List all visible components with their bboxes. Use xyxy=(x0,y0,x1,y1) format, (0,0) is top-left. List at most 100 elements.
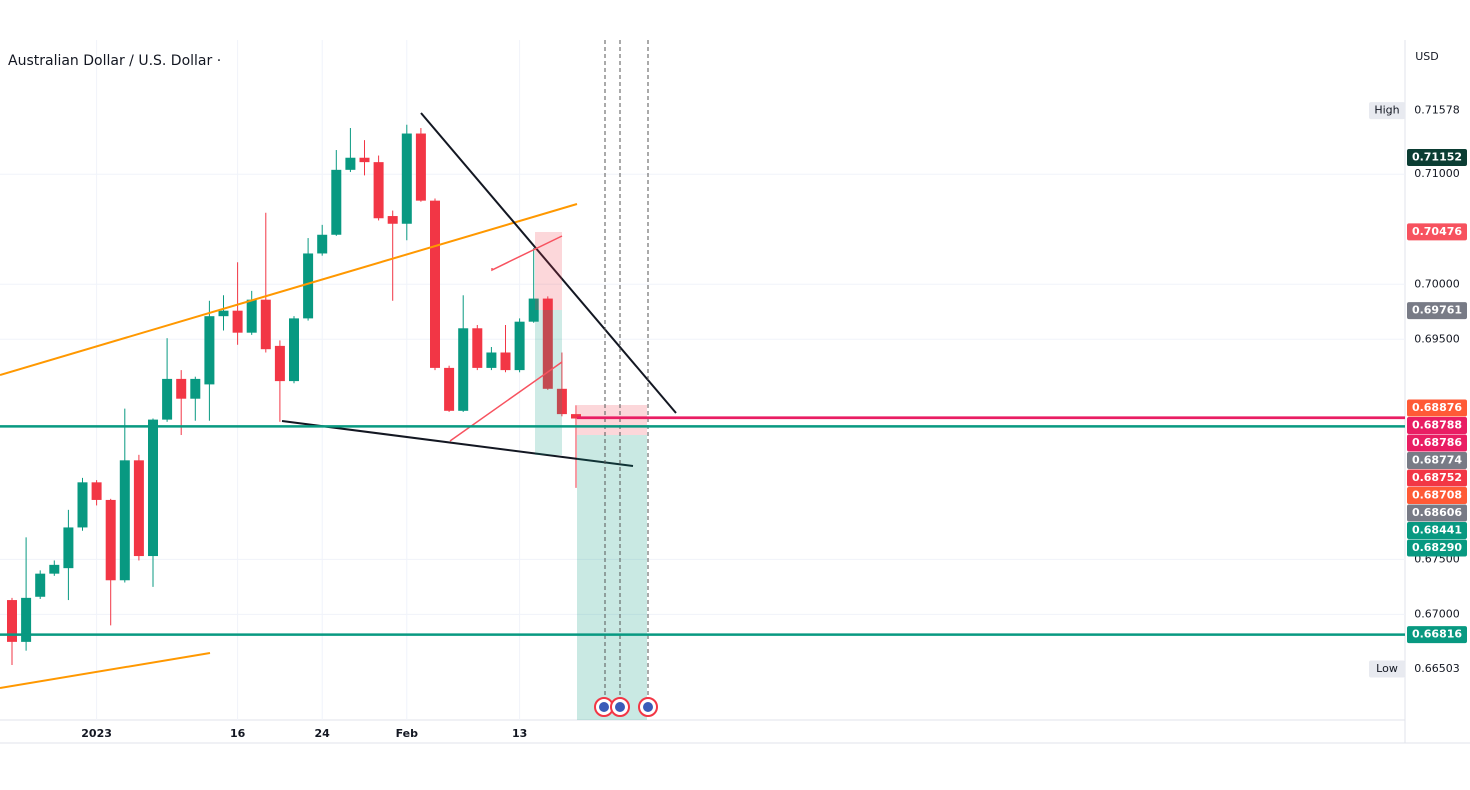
candle-body xyxy=(331,169,342,235)
candle-body xyxy=(21,597,32,642)
candle-body xyxy=(571,414,581,419)
price-tag: Low xyxy=(1376,662,1398,675)
x-tick-label: 13 xyxy=(512,727,527,740)
y-tick-label: 0.67000 xyxy=(1414,607,1460,620)
price-label: 0.68606 xyxy=(1412,506,1462,519)
chart-title: Australian Dollar / U.S. Dollar · xyxy=(8,53,221,69)
candle-body xyxy=(500,352,511,371)
price-label-box xyxy=(1407,521,1467,539)
x-tick-label: 16 xyxy=(230,727,246,740)
price-label-box xyxy=(1407,102,1467,120)
candle-body xyxy=(345,157,356,170)
candle-body xyxy=(556,388,567,415)
flag-icon xyxy=(599,702,609,712)
currency-label: USD xyxy=(1415,50,1439,63)
x-tick-label: Feb xyxy=(396,727,419,740)
price-tag-box xyxy=(1369,102,1405,120)
x-tick-label: 2023 xyxy=(81,727,112,740)
candle-body xyxy=(35,573,46,597)
candle-body xyxy=(514,321,525,371)
candle-body xyxy=(7,600,17,642)
candle-body xyxy=(486,352,497,368)
flag-icon xyxy=(615,702,625,712)
price-tag-box xyxy=(1369,660,1405,678)
candle-body xyxy=(119,460,130,581)
candle-body xyxy=(542,298,553,389)
candle-body xyxy=(274,345,285,382)
price-label-box xyxy=(1407,504,1467,522)
candle-body xyxy=(133,460,144,557)
price-label-box xyxy=(1407,451,1467,469)
price-label-box xyxy=(1407,149,1467,167)
price-label: 0.66503 xyxy=(1414,662,1460,675)
price-label-box xyxy=(1407,660,1467,678)
candle-body xyxy=(232,310,243,333)
price-label: 0.70476 xyxy=(1412,225,1462,238)
candle-body xyxy=(49,564,60,574)
channel-line xyxy=(449,361,563,442)
price-label: 0.68290 xyxy=(1412,541,1462,554)
candle-body xyxy=(528,298,539,322)
y-tick-label: 0.69500 xyxy=(1414,332,1460,345)
y-tick-label: 0.71000 xyxy=(1414,167,1460,180)
candle-body xyxy=(204,316,215,385)
channel-line xyxy=(491,235,563,272)
price-label-box xyxy=(1407,416,1467,434)
wedge-line xyxy=(420,112,677,414)
price-label-box xyxy=(1407,399,1467,417)
candle-body xyxy=(148,419,158,557)
candle-body xyxy=(162,378,173,420)
candle-body xyxy=(77,482,88,528)
price-label: 0.68788 xyxy=(1412,418,1462,431)
price-label: 0.68441 xyxy=(1412,523,1462,536)
price-label-box xyxy=(1407,469,1467,487)
price-label: 0.68752 xyxy=(1412,471,1462,484)
price-label: 0.71578 xyxy=(1414,104,1460,117)
price-label-box xyxy=(1407,539,1467,557)
candle-body xyxy=(190,378,201,399)
position-stop xyxy=(535,232,562,310)
price-label-box xyxy=(1407,302,1467,320)
candle-body xyxy=(373,162,384,219)
price-label: 0.71152 xyxy=(1412,151,1462,164)
price-label: 0.68708 xyxy=(1412,488,1462,501)
price-label-box xyxy=(1407,223,1467,241)
candle-body xyxy=(472,328,483,368)
price-tag: High xyxy=(1374,104,1399,117)
y-tick-label: 0.70000 xyxy=(1414,277,1460,290)
candle-body xyxy=(387,216,398,224)
trend-line xyxy=(0,203,578,376)
position-target xyxy=(577,435,647,720)
price-label-box xyxy=(1407,486,1467,504)
x-tick-label: 24 xyxy=(315,727,331,740)
candle-body xyxy=(260,299,271,350)
candle-body xyxy=(218,310,229,317)
candle-body xyxy=(176,378,187,399)
candle-body xyxy=(63,527,74,569)
candle-body xyxy=(105,499,116,581)
candle-body xyxy=(303,253,314,319)
candle-body xyxy=(317,234,328,254)
price-label: 0.66816 xyxy=(1412,628,1462,641)
flag-icon xyxy=(643,702,653,712)
drawings xyxy=(0,40,677,720)
price-label-box xyxy=(1407,434,1467,452)
candle-body xyxy=(289,318,299,382)
position-target xyxy=(535,310,562,455)
candle-body xyxy=(430,200,440,368)
candle-body xyxy=(246,299,257,333)
price-label: 0.69761 xyxy=(1412,304,1462,317)
candle-body xyxy=(359,157,370,163)
trend-line xyxy=(0,652,211,689)
position-stop xyxy=(577,405,647,435)
candle-body xyxy=(401,133,412,224)
price-label-box xyxy=(1407,626,1467,644)
candle-body xyxy=(91,482,102,500)
wedge-line xyxy=(281,420,634,467)
price-label: 0.68876 xyxy=(1412,401,1462,414)
price-label: 0.68786 xyxy=(1412,436,1462,449)
candle-body xyxy=(444,367,455,411)
price-label: 0.68774 xyxy=(1412,453,1462,466)
